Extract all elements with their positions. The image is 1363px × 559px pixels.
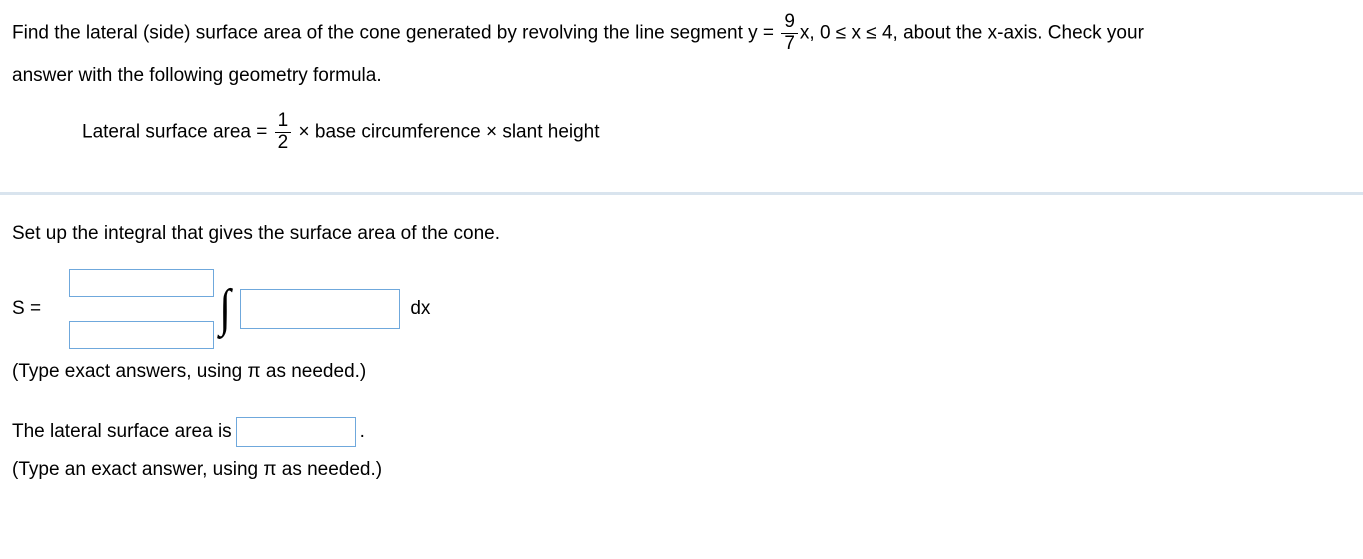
part1-prompt: Set up the integral that gives the surfa… xyxy=(12,217,1351,251)
lower-limit-input[interactable] xyxy=(69,321,214,349)
fraction-9-7: 9 7 xyxy=(781,12,798,55)
formula-text-a: Lateral surface area = xyxy=(82,121,267,142)
s-equals: S = xyxy=(12,298,41,320)
fraction-numerator: 9 xyxy=(781,12,798,34)
fraction-1-2: 1 2 xyxy=(275,111,292,154)
section-divider xyxy=(0,192,1363,195)
upper-limit-input[interactable] xyxy=(69,269,214,297)
part2-hint: (Type an exact answer, using π as needed… xyxy=(12,453,1351,487)
fraction-denominator: 7 xyxy=(781,34,798,55)
formula-line: Lateral surface area = 1 2 × base circum… xyxy=(12,111,1351,154)
integral-expression: ∫ dx xyxy=(69,269,430,349)
integral-sign: ∫ xyxy=(219,283,230,335)
fraction-numerator: 1 xyxy=(275,111,292,133)
problem-text-1b: x, 0 ≤ x ≤ 4, about the x-axis. Check yo… xyxy=(800,22,1144,43)
answer-period: . xyxy=(360,421,365,443)
answer-line: The lateral surface area is . xyxy=(12,417,1351,447)
lateral-area-input[interactable] xyxy=(236,417,356,447)
problem-line-1: Find the lateral (side) surface area of … xyxy=(12,12,1351,55)
integral-setup: S = ∫ dx xyxy=(12,269,1351,349)
integrand-input[interactable] xyxy=(240,289,400,329)
fraction-denominator: 2 xyxy=(275,133,292,154)
problem-line-2: answer with the following geometry formu… xyxy=(12,59,1351,93)
part1-hint: (Type exact answers, using π as needed.) xyxy=(12,355,1351,389)
part2-prompt: The lateral surface area is xyxy=(12,421,232,443)
dx-label: dx xyxy=(410,298,430,320)
problem-text-1a: Find the lateral (side) surface area of … xyxy=(12,22,774,43)
integral-limits xyxy=(69,269,214,349)
formula-text-b: × base circumference × slant height xyxy=(299,121,600,142)
